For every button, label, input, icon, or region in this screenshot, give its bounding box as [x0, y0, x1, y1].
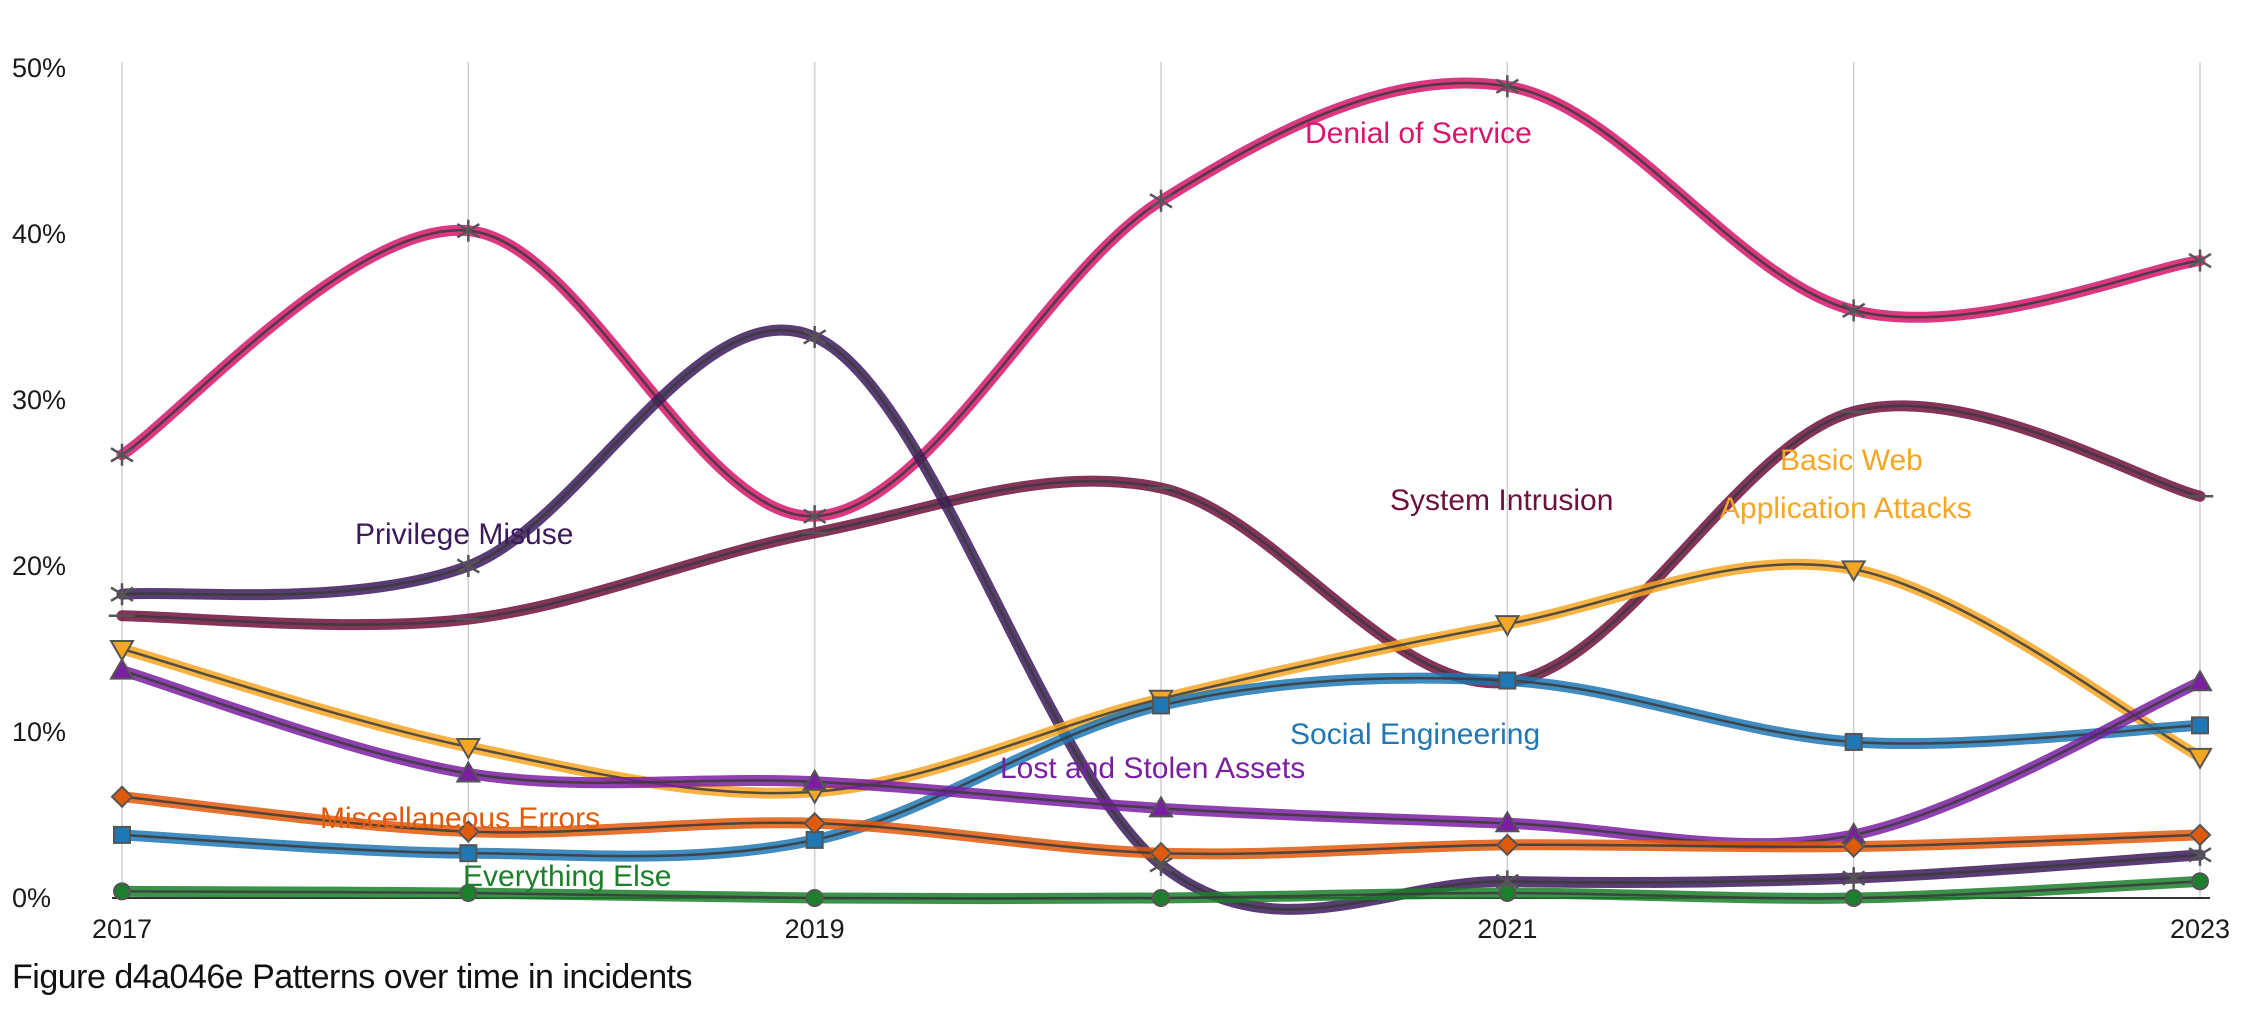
data-point-denial-of-service-2023: [2188, 249, 2212, 272]
series-label-basic-web-application-attacks: Application Attacks: [1720, 492, 1972, 525]
data-point-everything-else-2020: [1152, 889, 1170, 907]
y-tick-label: 40%: [12, 219, 66, 249]
data-point-privilege-misuse-2017: [110, 583, 134, 606]
data-point-social-engineering-2021: [1498, 671, 1517, 690]
data-point-denial-of-service-2019: [803, 505, 827, 528]
data-point-lost-and-stolen-assets-2018: [455, 760, 482, 783]
series-label-everything-else: Everything Else: [463, 860, 671, 893]
data-point-social-engineering-2017: [113, 825, 131, 844]
data-point-miscellaneous-errors-2021: [1495, 833, 1519, 857]
data-point-social-engineering-2022: [1844, 732, 1863, 751]
data-point-privilege-misuse-2022: [1842, 867, 1866, 890]
y-tick-label: 10%: [12, 717, 66, 747]
series-labels: Denial of Service System Intrusion Privile…: [320, 117, 1972, 893]
data-point-social-engineering-2020: [1152, 696, 1170, 715]
data-point-denial-of-service-2021: [1495, 75, 1519, 98]
data-point-everything-else-2018: [459, 884, 478, 903]
series-label-miscellaneous-errors: Miscellaneous Errors: [320, 802, 600, 835]
series-label-basic-web-application-attacks: Basic Web: [1780, 444, 1923, 477]
x-tick-label: 2017: [92, 914, 152, 944]
data-point-miscellaneous-errors-2017: [110, 785, 134, 809]
x-tick-label: 2023: [2170, 914, 2230, 944]
series-label-privilege-misuse: Privilege Misuse: [355, 518, 573, 551]
data-point-privilege-misuse-2023: [2188, 843, 2212, 866]
data-point-everything-else-2021: [1498, 884, 1517, 903]
data-point-denial-of-service-2022: [1842, 299, 1866, 322]
data-point-miscellaneous-errors-2020: [1149, 841, 1173, 865]
data-point-everything-else-2017: [113, 882, 131, 901]
data-point-basic-web-application-attacks-2018: [455, 737, 482, 760]
y-tick-label: 30%: [12, 385, 66, 415]
data-point-basic-web-application-attacks-2023: [2187, 747, 2213, 770]
x-tick-label: 2021: [1477, 914, 1537, 944]
data-point-lost-and-stolen-assets-2023: [2187, 669, 2213, 692]
y-tick-label: 0%: [12, 883, 51, 913]
data-point-everything-else-2019: [805, 889, 824, 907]
y-tick-label: 20%: [12, 551, 66, 581]
series-markers: [108, 75, 2214, 907]
data-point-denial-of-service-2017: [110, 443, 134, 466]
data-point-denial-of-service-2018: [456, 219, 480, 242]
series-label-lost-and-stolen-assets: Lost and Stolen Assets: [1000, 752, 1305, 785]
data-point-privilege-misuse-2018: [456, 555, 480, 577]
data-point-miscellaneous-errors-2022: [1842, 835, 1866, 858]
data-point-lost-and-stolen-assets-2017: [109, 657, 135, 680]
figure-caption: Figure d4a046e Patterns over time in inc…: [12, 958, 693, 996]
data-point-denial-of-service-2020: [1149, 189, 1173, 212]
data-point-lost-and-stolen-assets-2019: [801, 768, 828, 791]
data-point-miscellaneous-errors-2018: [456, 820, 480, 844]
patterns-over-time-chart: 0% 10% 20% 30% 40% 50% 2017 2019 2021 2023 Denial…: [12, 53, 2230, 944]
x-tick-label: 2019: [785, 914, 845, 944]
data-point-everything-else-2022: [1844, 889, 1863, 907]
data-point-social-engineering-2023: [2191, 716, 2209, 735]
data-point-everything-else-2023: [2191, 872, 2209, 891]
data-point-basic-web-application-attacks-2021: [1494, 615, 1521, 638]
data-point-miscellaneous-errors-2023: [2188, 823, 2212, 847]
data-point-lost-and-stolen-assets-2020: [1148, 795, 1174, 818]
data-point-social-engineering-2018: [459, 844, 478, 863]
data-point-privilege-misuse-2019: [803, 325, 827, 348]
data-point-miscellaneous-errors-2019: [803, 811, 827, 835]
data-point-basic-web-application-attacks-2017: [109, 640, 135, 662]
series-label-system-intrusion: System Intrusion: [1390, 484, 1613, 517]
y-tick-label: 50%: [12, 53, 66, 83]
series-label-social-engineering: Social Engineering: [1290, 718, 1540, 751]
data-point-lost-and-stolen-assets-2021: [1494, 810, 1521, 833]
series-label-denial-of-service: Denial of Service: [1305, 117, 1532, 150]
data-point-basic-web-application-attacks-2022: [1840, 560, 1867, 583]
axes: 0% 10% 20% 30% 40% 50% 2017 2019 2021 2023: [12, 53, 2230, 944]
